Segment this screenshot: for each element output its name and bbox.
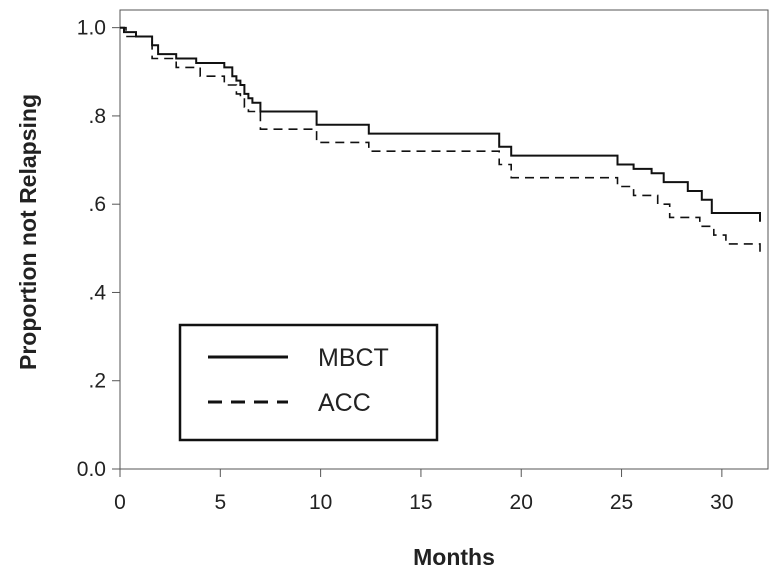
y-tick-label: .8 xyxy=(88,105,106,128)
y-axis-title: Proportion not Relapsing xyxy=(15,94,41,370)
x-tick-label: 15 xyxy=(409,491,432,514)
y-tick-label: .6 xyxy=(88,193,106,216)
legend-box xyxy=(178,323,439,442)
x-axis-title: Months xyxy=(413,544,495,570)
x-tick-label: 0 xyxy=(114,491,126,514)
legend-label-acc: ACC xyxy=(318,389,371,417)
x-tick-label: 20 xyxy=(510,491,533,514)
legend-label-mbct: MBCT xyxy=(318,344,389,372)
y-tick-label: .2 xyxy=(88,370,106,393)
series-lines xyxy=(120,26,761,253)
series-line-acc xyxy=(120,26,761,253)
x-tick-label: 5 xyxy=(214,491,226,514)
y-tick-label: 1.0 xyxy=(77,17,106,40)
x-tick-label: 30 xyxy=(710,491,733,514)
x-tick-label: 10 xyxy=(309,491,332,514)
plot-frame xyxy=(119,9,769,470)
x-tick-label: 25 xyxy=(610,491,633,514)
legend: MBCT ACC xyxy=(178,323,439,442)
axis-ticks: 0 5 10 15 20 25 30 0.0 .2 .4 .6 .8 1.0 xyxy=(77,17,734,514)
series-line-mbct xyxy=(120,26,761,222)
y-tick-label: 0.0 xyxy=(77,458,106,481)
y-tick-label: .4 xyxy=(88,281,106,304)
